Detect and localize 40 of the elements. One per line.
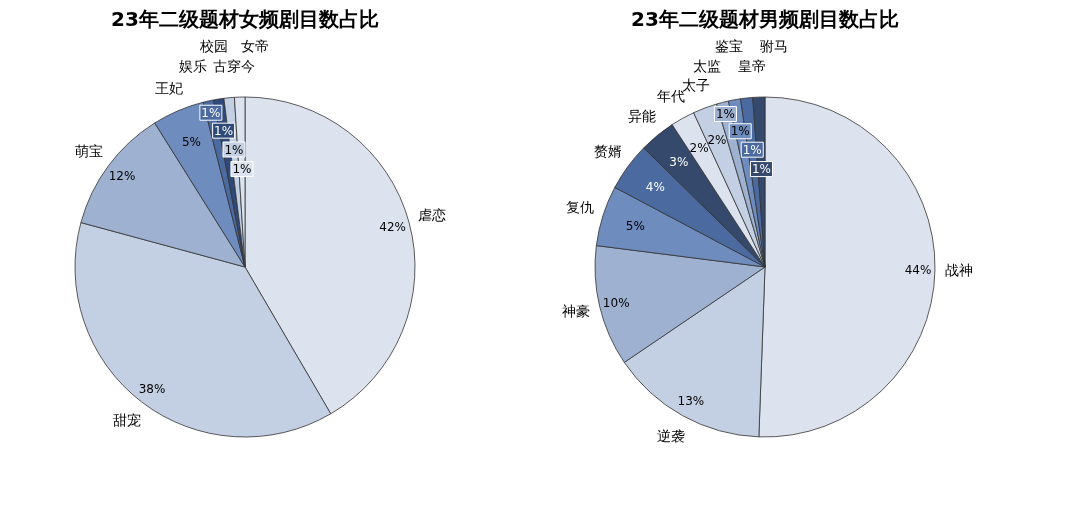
data-label: 44%	[904, 262, 932, 277]
slice-label: 古穿今	[213, 58, 256, 74]
data-label: 1%	[232, 162, 252, 177]
chart-title: 23年二级题材女频剧目数占比	[111, 7, 379, 31]
slice-label: 皇帝	[737, 58, 766, 74]
data-label: 5%	[181, 134, 202, 149]
data-label: 2%	[689, 141, 709, 156]
slice-label: 王妃	[154, 79, 183, 96]
slice-label: 赘婿	[594, 143, 623, 160]
data-label: 12%	[108, 168, 136, 183]
data-label: 3%	[669, 154, 689, 169]
slice-label: 女帝	[240, 38, 269, 54]
data-label: 38%	[138, 381, 166, 396]
slice-label: 逆袭	[657, 427, 686, 444]
slice-label: 太监	[693, 58, 722, 74]
slice-label: 异能	[628, 107, 657, 124]
data-label: 5%	[625, 218, 645, 233]
slice-label: 校园	[198, 38, 228, 54]
data-label: 1%	[224, 142, 244, 157]
data-label: 1%	[214, 123, 234, 138]
data-label: 10%	[602, 295, 630, 310]
slice-label: 鉴宝	[715, 38, 744, 54]
chart-title: 23年二级题材男频剧目数占比	[631, 7, 899, 31]
slice-label: 萌宝	[75, 142, 104, 159]
data-label: 1%	[201, 105, 221, 120]
slice-label: 驸马	[759, 38, 788, 54]
data-label: 42%	[379, 220, 407, 235]
slice-label: 娱乐	[179, 58, 208, 74]
data-label: 4%	[645, 179, 665, 194]
slice-label: 复仇	[566, 199, 595, 216]
data-label: 1%	[715, 107, 736, 122]
slice-label: 神豪	[562, 303, 591, 320]
slice-label: 战神	[944, 261, 973, 278]
data-label: 1%	[742, 142, 762, 157]
data-label: 2%	[707, 132, 727, 147]
data-label: 1%	[751, 162, 771, 177]
slice-label: 甜宠	[113, 412, 142, 429]
slice-label: 虐恋	[418, 207, 447, 224]
data-label: 13%	[677, 393, 705, 408]
data-label: 1%	[730, 124, 750, 139]
